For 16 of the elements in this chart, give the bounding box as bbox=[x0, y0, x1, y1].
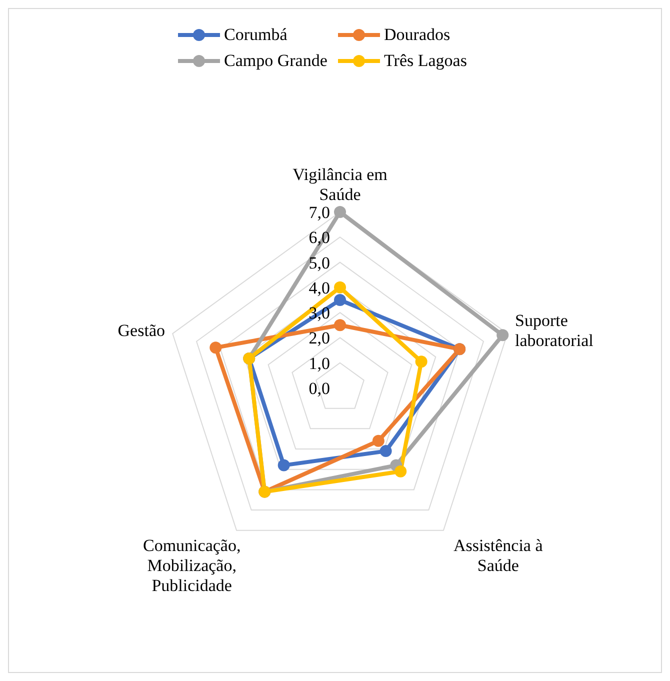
y-tick-label: 4,0 bbox=[308, 278, 330, 298]
spoke-label: Vigilância em Saúde bbox=[292, 165, 388, 204]
y-tick-label: 5,0 bbox=[308, 253, 330, 272]
y-tick-label: 0,0 bbox=[308, 379, 330, 398]
spoke-label: Assistência à Saúde bbox=[454, 536, 544, 575]
y-tick-label: 2,0 bbox=[308, 328, 330, 348]
y-tick-label: 6,0 bbox=[308, 228, 330, 248]
y-tick-label: 1,0 bbox=[308, 354, 330, 373]
y-tick-label: 7,0 bbox=[308, 203, 330, 222]
legend-label: Campo Grande bbox=[224, 51, 328, 71]
spoke-label: Suporte laboratorial bbox=[514, 311, 594, 350]
legend-label: Três Lagoas bbox=[384, 51, 467, 71]
legend-label: Dourados bbox=[384, 25, 450, 45]
spoke-label: Comunicação, Mobilização, Publicidade bbox=[142, 536, 241, 595]
spoke-label: Gestão bbox=[118, 321, 166, 340]
legend-label: Corumbá bbox=[224, 25, 288, 45]
